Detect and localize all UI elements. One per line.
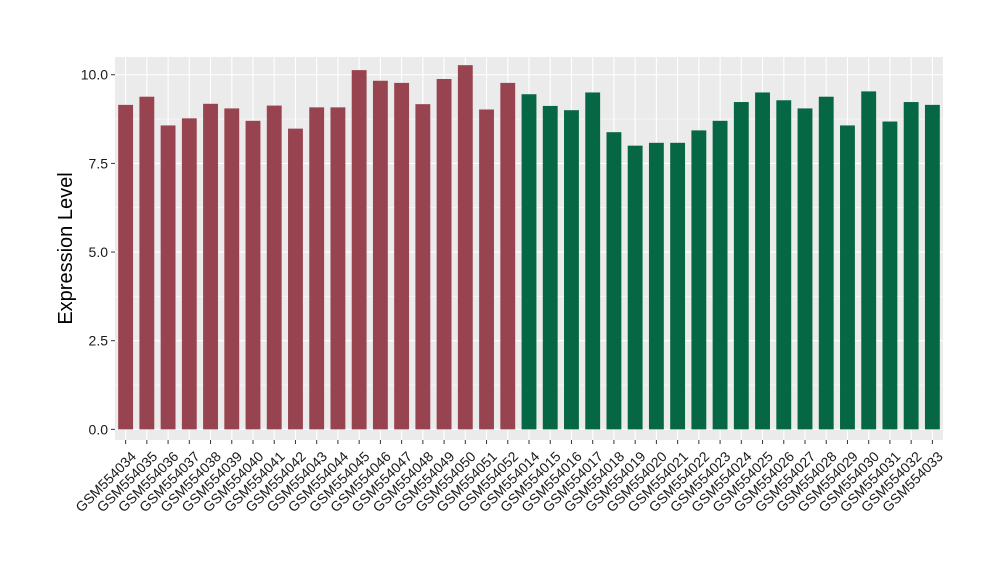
bar bbox=[479, 109, 494, 430]
bar bbox=[818, 96, 834, 430]
y-tick-label: 2.5 bbox=[89, 333, 109, 349]
bar bbox=[245, 120, 261, 430]
bar bbox=[415, 104, 431, 430]
bar bbox=[712, 120, 728, 430]
bar bbox=[118, 104, 134, 430]
bar bbox=[755, 92, 770, 430]
y-axis: 0.0 2.5 5.0 7.5 10.0 bbox=[81, 67, 115, 437]
bar bbox=[394, 82, 410, 430]
bar bbox=[309, 107, 325, 430]
bar bbox=[564, 110, 579, 430]
bar bbox=[330, 107, 346, 430]
bar bbox=[733, 102, 749, 430]
bar bbox=[627, 145, 643, 430]
y-tick-label: 5.0 bbox=[89, 244, 109, 260]
bar bbox=[521, 94, 537, 430]
bar bbox=[542, 105, 558, 430]
bar bbox=[203, 103, 218, 430]
bar bbox=[882, 121, 898, 430]
y-axis-title: Expression Level bbox=[55, 172, 77, 324]
bar bbox=[500, 82, 516, 430]
bar bbox=[585, 92, 601, 430]
bar bbox=[797, 108, 813, 430]
bar bbox=[372, 80, 388, 430]
y-tick-label: 10.0 bbox=[81, 67, 108, 83]
bar bbox=[351, 70, 367, 430]
bar bbox=[181, 118, 197, 430]
bars bbox=[118, 65, 940, 430]
y-tick-label: 7.5 bbox=[89, 155, 109, 171]
bar bbox=[861, 91, 877, 430]
bar bbox=[648, 142, 664, 430]
bar bbox=[924, 104, 940, 430]
bar bbox=[160, 125, 176, 430]
bar bbox=[288, 128, 303, 430]
bar bbox=[606, 132, 622, 430]
bar bbox=[224, 108, 240, 430]
bar bbox=[776, 100, 792, 430]
x-axis: GSM554034GSM554035GSM554036GSM554037GSM5… bbox=[72, 440, 946, 515]
bar bbox=[903, 102, 919, 430]
bar bbox=[457, 65, 473, 430]
bar bbox=[670, 142, 686, 430]
y-tick-label: 0.0 bbox=[89, 421, 109, 437]
bar bbox=[691, 130, 707, 430]
bar bbox=[266, 105, 282, 430]
bar bbox=[436, 78, 452, 430]
bar bbox=[840, 125, 855, 430]
bar bbox=[139, 96, 155, 430]
